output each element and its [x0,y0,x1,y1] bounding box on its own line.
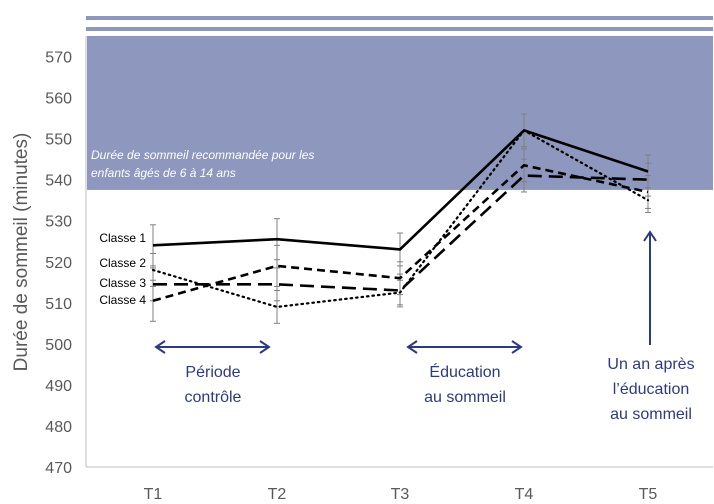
y-tick-label: 470 [45,460,72,477]
series-label: Classe 1 [99,231,146,245]
y-tick-label: 480 [45,419,72,436]
arrow-education-right-head [511,340,523,354]
series-lines [151,129,650,309]
annotation-apres-line3: au sommeil [610,406,692,423]
x-tick-labels: T1 T2 T3 T4 T5 [144,486,658,503]
y-tick-labels: 470 480 490 500 510 520 530 540 550 560 570 [45,50,72,477]
series-label: Classe 4 [99,293,146,307]
annotation-apres-line2: l’éducation [613,381,690,398]
x-tick-label: T3 [391,486,410,503]
x-tick-label: T4 [515,486,534,503]
series-label: Classe 2 [99,256,146,270]
arrow-education-left-head [406,340,418,354]
header-line-bottom [86,27,713,31]
annotation-education: Éducation au sommeil [406,340,523,406]
y-tick-label: 530 [45,214,72,231]
x-tick-label: T2 [268,486,287,503]
y-axis-label: Durée de sommeil (minutes) [11,133,32,372]
y-tick-label: 560 [45,91,72,108]
series-line-classe-4 [152,164,649,303]
y-tick-label: 510 [45,296,72,313]
series-line-classe-2 [151,129,650,309]
y-tick-label: 490 [45,378,72,395]
recommended-band-label-line2: enfants âgés de 6 à 14 ans [91,166,236,180]
annotation-un-an-apres: Un an après l’éducation au sommeil [607,230,695,423]
annotation-periode-controle: Période contrôle [154,340,271,406]
y-tick-label: 540 [45,173,72,190]
x-tick-label: T1 [144,486,163,503]
y-tick-label: 500 [45,337,72,354]
annotation-controle-line2: contrôle [185,389,242,406]
y-tick-label: 570 [45,50,72,67]
annotation-controle-line1: Période [185,364,240,381]
annotation-education-line1: Éducation [429,362,500,381]
y-tick-label: 550 [45,132,72,149]
recommended-sleep-band [87,36,713,190]
series-line-classe-1 [152,129,649,251]
series-label: Classe 3 [99,276,146,290]
recommended-band-label-line1: Durée de sommeil recommandée pour les [91,148,314,162]
series-labels: Classe 1 Classe 2 Classe 3 Classe 4 [99,231,146,307]
arrow-controle-right-head [259,340,271,354]
arrow-controle-left-head [154,340,166,354]
header-line-top [86,16,713,20]
arrow-apres-head [643,230,657,242]
annotation-education-line2: au sommeil [424,389,506,406]
y-tick-label: 520 [45,255,72,272]
annotation-apres-line1: Un an après [607,356,694,373]
x-tick-label: T5 [639,486,658,503]
